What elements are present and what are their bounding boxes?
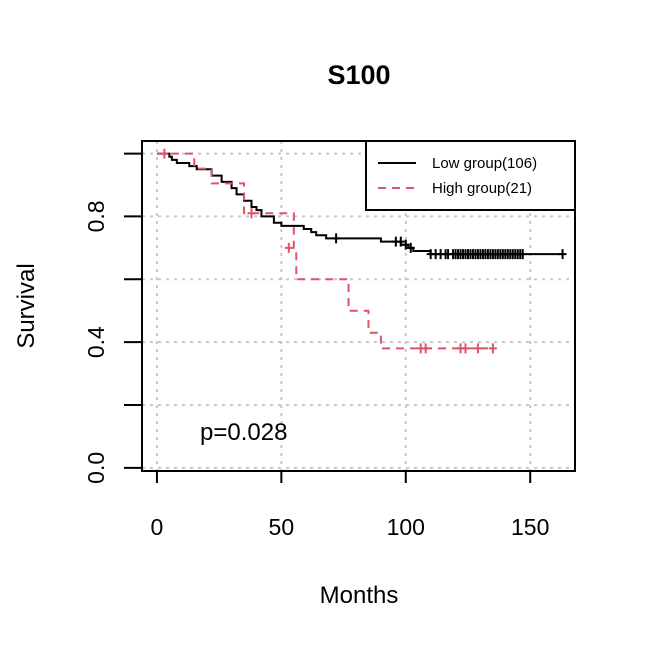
y-tick-label-4: 0.8 <box>83 200 109 232</box>
y-tick-label-0: 0.0 <box>83 452 109 484</box>
p-value-annotation: p=0.028 <box>200 419 287 446</box>
censor-mark-0-38 <box>518 249 527 260</box>
series-layer <box>156 148 567 354</box>
x-tick-label-2: 100 <box>387 514 425 540</box>
legend-label-low: Low group(106) <box>432 155 537 172</box>
x-tick-label-1: 50 <box>269 514 295 540</box>
censor-mark-0-2 <box>396 236 405 247</box>
legend: Low group(106) High group(21) <box>365 140 576 211</box>
x-axis: 0 50 100 150 <box>151 470 549 540</box>
censor-mark-0-39 <box>558 249 567 260</box>
y-axis: 0.0 0.4 0.8 <box>83 152 143 484</box>
censor-mark-1-8 <box>488 343 497 354</box>
censor-mark-0-4 <box>406 242 415 253</box>
censor-mark-1-2 <box>284 242 293 253</box>
y-tick-label-2: 0.4 <box>83 326 109 358</box>
x-axis-title: Months <box>320 582 399 609</box>
censor-mark-1-6 <box>461 343 470 354</box>
censor-mark-1-1 <box>247 208 256 219</box>
x-tick-label-3: 150 <box>511 514 549 540</box>
gridlines <box>142 141 575 471</box>
censor-mark-0-0 <box>332 233 341 244</box>
legend-box <box>365 140 576 211</box>
y-axis-title: Survival <box>13 263 40 348</box>
censor-mark-1-7 <box>473 343 482 354</box>
censor-mark-1-0 <box>160 148 169 159</box>
censor-mark-0-3 <box>401 239 410 250</box>
chart-title: S100 <box>327 60 390 90</box>
censor-mark-1-4 <box>421 343 430 354</box>
x-tick-label-0: 0 <box>151 514 164 540</box>
legend-label-high: High group(21) <box>432 180 532 197</box>
